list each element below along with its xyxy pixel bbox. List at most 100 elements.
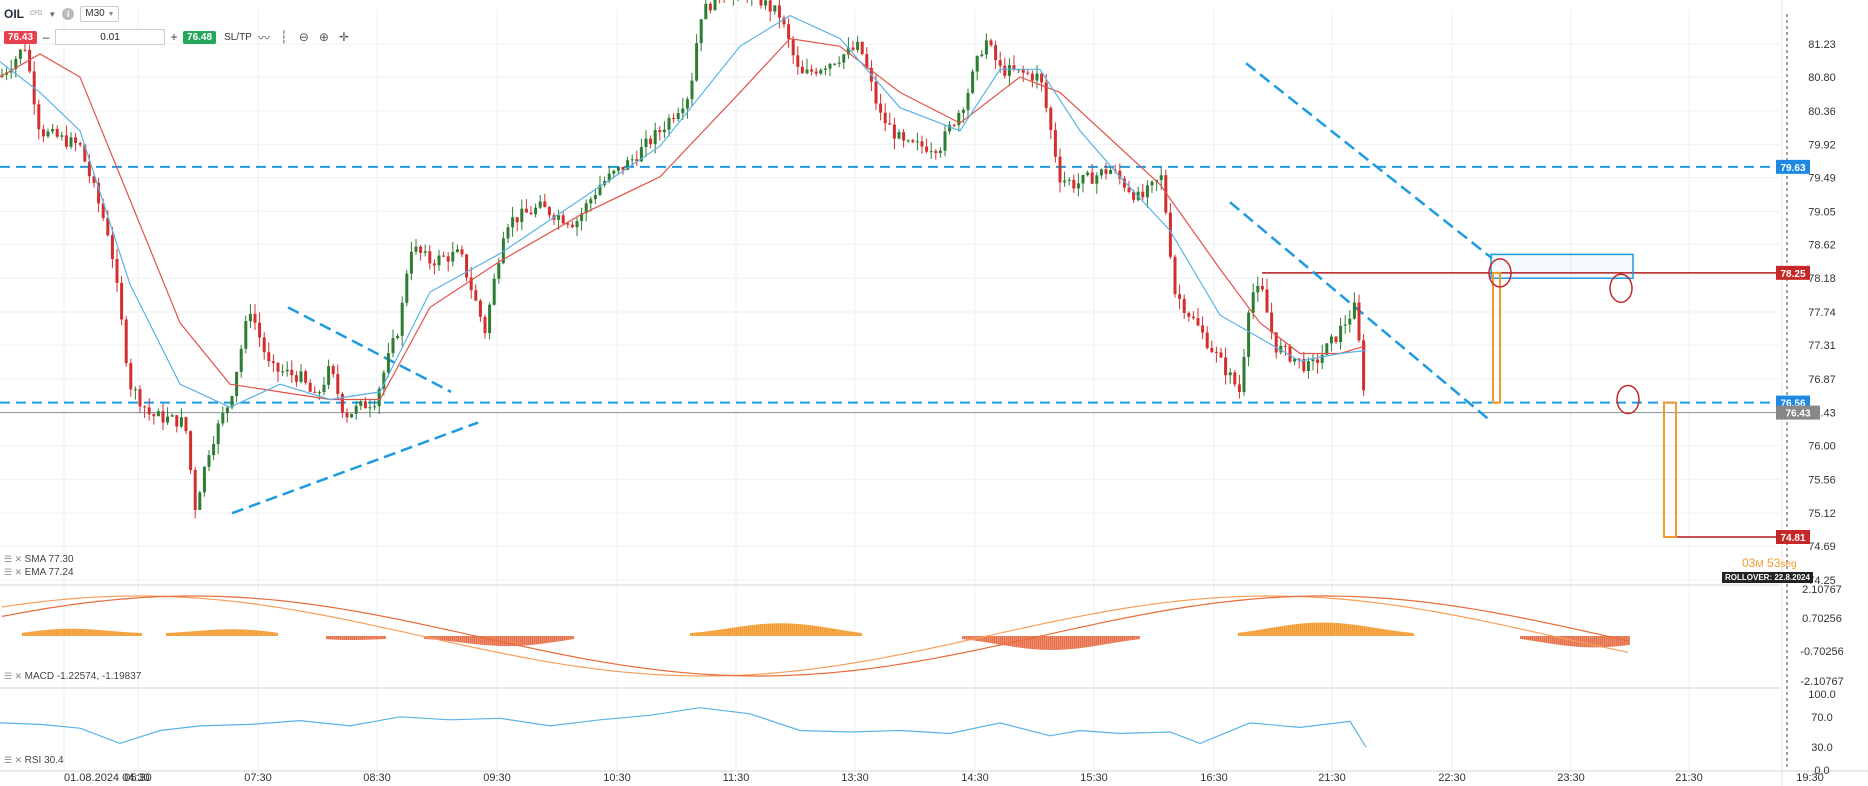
- macd-histogram-bar: [354, 636, 356, 640]
- candle-body: [1104, 169, 1108, 174]
- rsi-tick-label: 100.0: [1808, 689, 1836, 701]
- macd-histogram-bar: [538, 636, 540, 645]
- macd-histogram-bar: [1040, 636, 1042, 650]
- minus-icon[interactable]: –: [42, 30, 50, 44]
- candle-body: [1187, 312, 1191, 317]
- rsi-legend[interactable]: ☰ ✕ RSI 30.4: [4, 755, 64, 766]
- macd-histogram-bar: [1300, 623, 1302, 636]
- macd-histogram-bar: [1328, 622, 1330, 636]
- candle-body: [161, 411, 165, 423]
- candle-body: [354, 405, 358, 414]
- candle-body: [957, 112, 961, 126]
- highlight-circle: [1616, 384, 1640, 415]
- y-tick-label: 81.23: [1808, 39, 1836, 51]
- candle-body: [129, 363, 133, 390]
- macd-histogram-bar: [1380, 628, 1382, 636]
- candle-body: [506, 227, 510, 239]
- plus-icon[interactable]: +: [170, 30, 178, 44]
- macd-histogram-bar: [1620, 636, 1622, 646]
- macd-histogram-bar: [852, 631, 854, 636]
- macd-legend[interactable]: ☰ ✕ MACD -1.22574, -1.19837: [4, 671, 142, 682]
- macd-histogram-bar: [566, 636, 568, 641]
- macd-histogram-bar: [1310, 622, 1312, 636]
- macd-histogram-bar: [848, 631, 850, 636]
- candle-body: [428, 251, 432, 264]
- macd-histogram-bar: [1070, 636, 1072, 650]
- macd-histogram-bar: [992, 636, 994, 644]
- macd-histogram-bar: [1372, 627, 1374, 636]
- macd-histogram-bar: [70, 628, 72, 636]
- price-label: 76.43: [1776, 405, 1820, 420]
- price-label-bg: [1776, 265, 1810, 280]
- macd-histogram-bar: [360, 636, 362, 640]
- macd-histogram-bar: [534, 636, 536, 645]
- macd-histogram-bar: [128, 632, 130, 636]
- candle-body: [386, 353, 390, 373]
- macd-histogram-bar: [1322, 622, 1324, 636]
- macd-histogram-bar: [1128, 636, 1130, 641]
- candle-body: [1173, 256, 1177, 295]
- macd-histogram-bar: [252, 630, 254, 636]
- macd-histogram-bar: [856, 632, 858, 636]
- line-chart-icon[interactable]: 〰: [257, 30, 270, 45]
- macd-histogram-bar: [1078, 636, 1080, 649]
- timeframe-select[interactable]: M30 ▼: [80, 6, 120, 22]
- macd-histogram-bar: [1246, 631, 1248, 636]
- candle-body: [1316, 359, 1320, 363]
- buy-price-button[interactable]: 76.48: [183, 30, 217, 44]
- macd-histogram-bar: [58, 629, 60, 636]
- candle-body: [1164, 175, 1168, 213]
- candle-body: [791, 39, 795, 56]
- macd-histogram-bar: [1026, 636, 1028, 649]
- candle-body: [281, 371, 285, 373]
- macd-histogram-bar: [1274, 627, 1276, 636]
- candle-body: [800, 66, 804, 74]
- macd-histogram-bar: [1114, 636, 1116, 643]
- macd-histogram-bar: [1528, 636, 1530, 641]
- macd-histogram-bar: [480, 636, 482, 645]
- info-icon[interactable]: i: [62, 8, 75, 20]
- candle-body: [235, 371, 239, 397]
- macd-histogram-bar: [1056, 636, 1058, 650]
- macd-histogram-bar: [1410, 632, 1412, 636]
- macd-histogram-bar: [734, 627, 736, 636]
- macd-histogram-bar: [1350, 624, 1352, 636]
- zoom-out-icon[interactable]: ⊖: [298, 30, 309, 44]
- price-label: 74.81: [1776, 529, 1810, 544]
- sma-legend[interactable]: ☰ ✕ SMA 77.30: [4, 554, 74, 565]
- macd-histogram-bar: [458, 636, 460, 643]
- symbol-name[interactable]: OIL: [4, 7, 24, 21]
- zoom-in-icon[interactable]: ⊕: [318, 30, 329, 44]
- macd-histogram-bar: [722, 629, 724, 636]
- macd-histogram-bar: [826, 627, 828, 636]
- macd-histogram-bar: [24, 632, 26, 636]
- y-tick-label: 75.56: [1808, 474, 1836, 486]
- ema-legend[interactable]: ☰ ✕ EMA 77.24: [4, 567, 74, 578]
- candle-body: [74, 137, 78, 144]
- sl-tp-button[interactable]: SL/TP: [224, 31, 252, 43]
- macd-histogram-bar: [1062, 636, 1064, 650]
- macd-histogram-bar: [1610, 636, 1612, 647]
- macd-histogram-bar: [1568, 636, 1570, 647]
- macd-histogram-bar: [1120, 636, 1122, 642]
- macd-histogram-bar: [1262, 629, 1264, 636]
- candle-body: [635, 159, 639, 162]
- macd-histogram-bar: [858, 632, 860, 636]
- macd-histogram-bar: [1602, 636, 1604, 648]
- sell-price-button[interactable]: 76.43: [4, 30, 38, 44]
- macd-histogram-bar: [510, 636, 512, 647]
- candle-body: [607, 173, 611, 182]
- quantity-input[interactable]: [55, 29, 166, 45]
- candle-body: [520, 208, 524, 223]
- rollover-badge: ROLLOVER: 22.8.2024: [1722, 572, 1813, 583]
- macd-histogram-bar: [1530, 636, 1532, 641]
- caret-down-icon[interactable]: ▼: [48, 9, 57, 19]
- candlestick-icon[interactable]: ┆: [280, 30, 288, 44]
- candle-body: [1145, 185, 1149, 198]
- triangle-upper-trendline: [287, 306, 452, 393]
- candle-body: [1260, 286, 1264, 290]
- macd-histogram-bar: [818, 626, 820, 636]
- macd-histogram-bar: [1284, 625, 1286, 636]
- crosshair-icon[interactable]: ✛: [338, 30, 349, 44]
